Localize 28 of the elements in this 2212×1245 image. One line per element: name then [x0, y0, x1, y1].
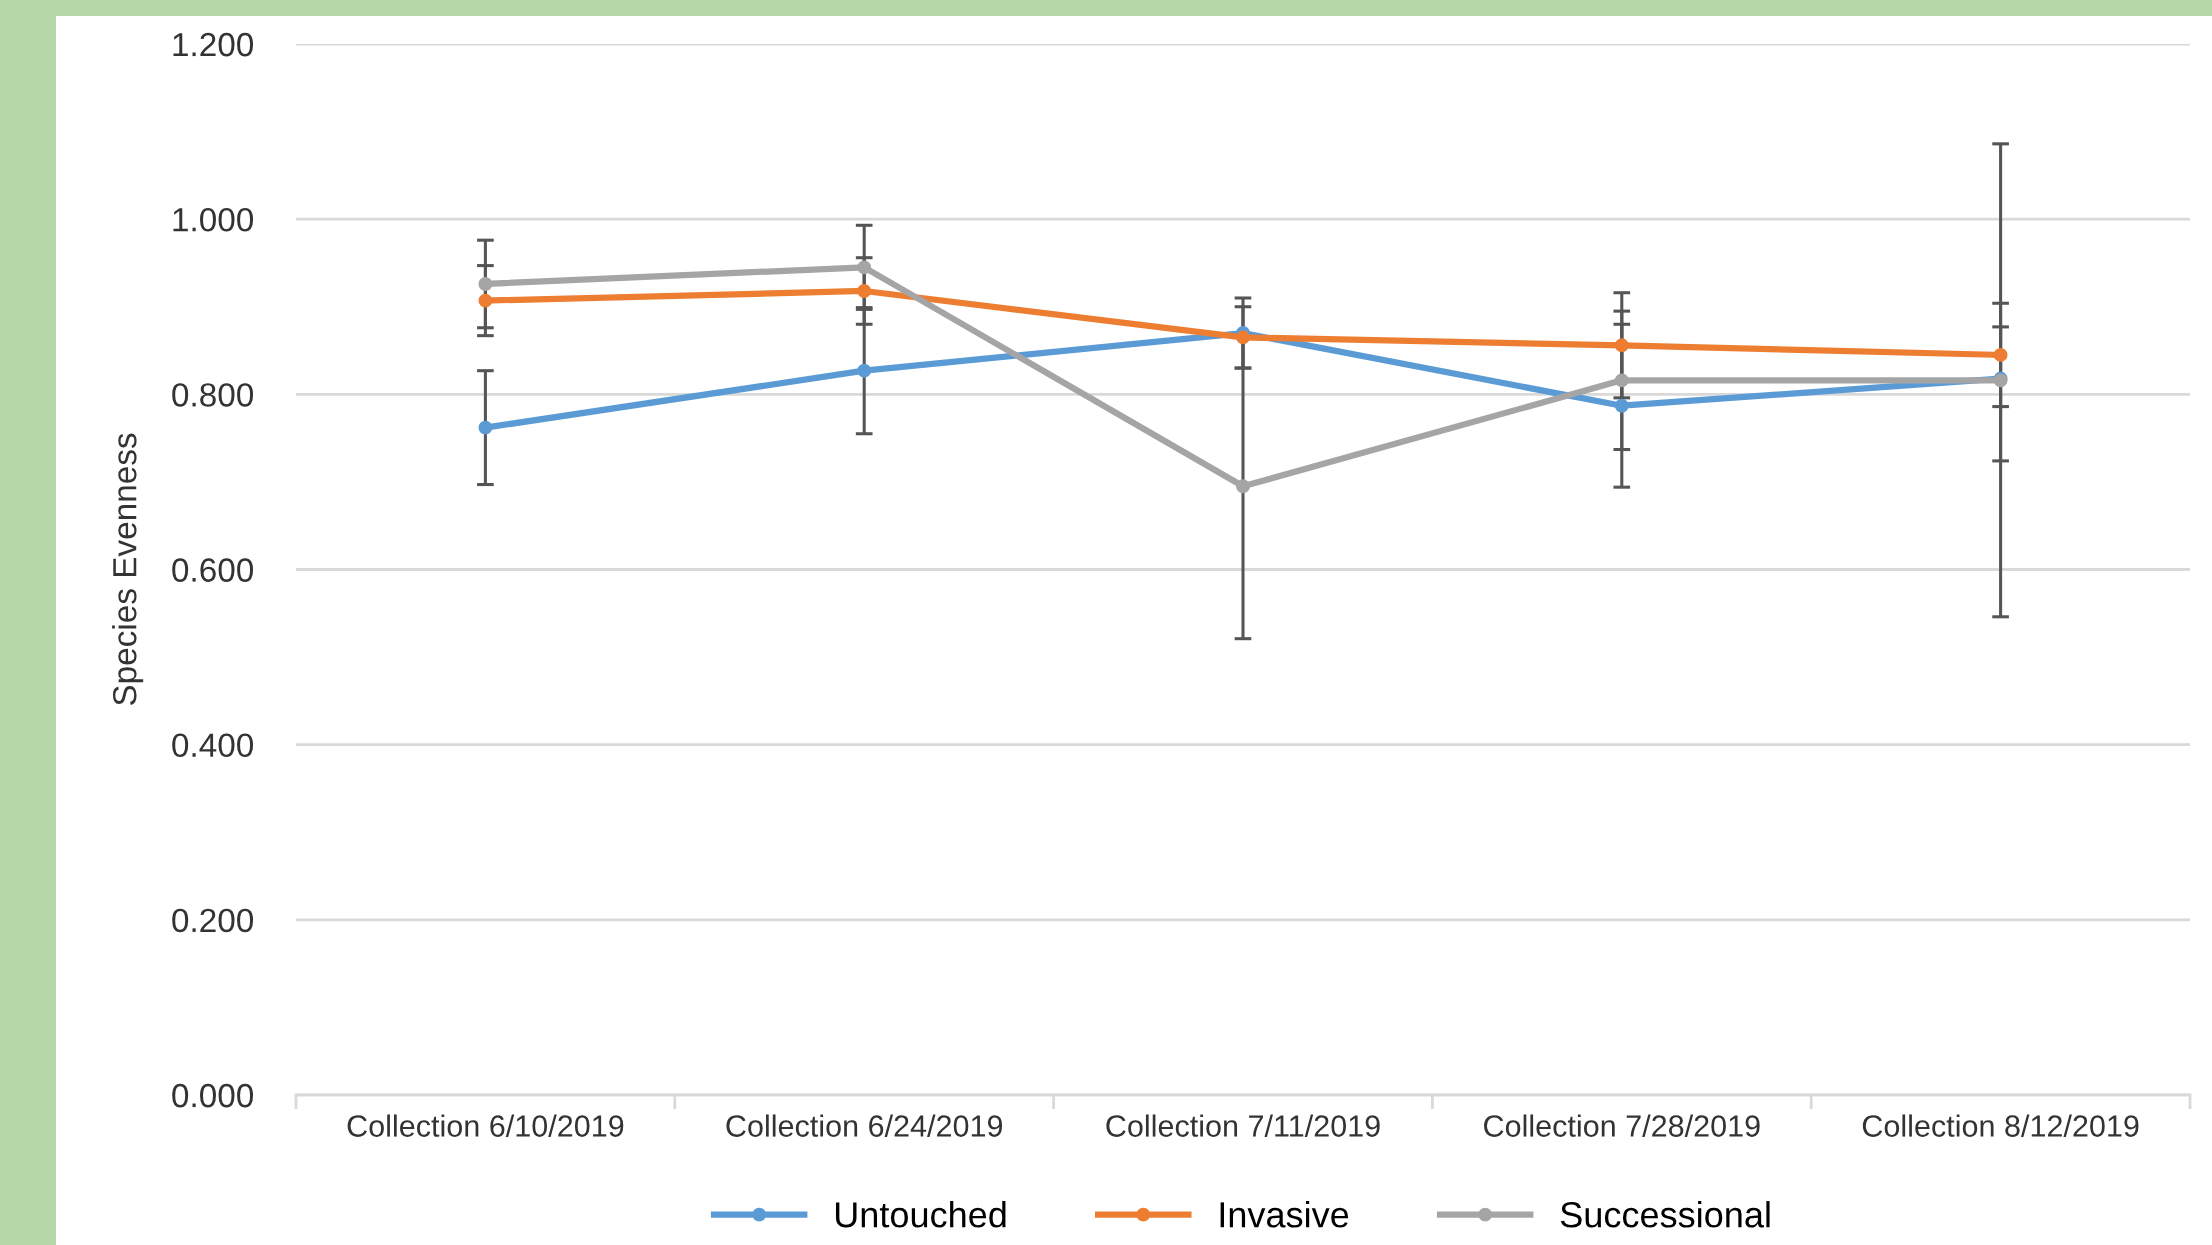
y-tick-label: 0.800: [172, 383, 254, 407]
x-tick-label: Collection 7/28/2019: [1484, 1114, 1760, 1137]
point: [478, 420, 493, 435]
y-tick-label: 0.200: [172, 908, 254, 933]
legend-label: Invasive: [1220, 1201, 1349, 1228]
point: [478, 277, 493, 291]
legend-label: Untouched: [835, 1201, 1006, 1228]
point: [857, 363, 872, 378]
legend-label: Successional: [1560, 1201, 1770, 1228]
y-tick-label: 0.400: [172, 733, 254, 758]
point: [1614, 373, 1629, 388]
point: [857, 284, 872, 298]
x-tick-label: Collection 6/10/2019: [347, 1114, 624, 1137]
y-tick-label: 0.600: [172, 558, 254, 582]
point: [1614, 398, 1629, 413]
point: [1993, 347, 2008, 362]
point: [857, 260, 872, 275]
x-tick-label: Collection 7/11/2019: [1106, 1114, 1380, 1137]
point: [478, 293, 493, 308]
point: [1236, 330, 1250, 345]
point: [1236, 479, 1250, 494]
x-tick-label: Collection 6/24/2019: [726, 1114, 1003, 1137]
y-tick-label: 1.000: [173, 207, 254, 232]
y-tick-label: 1.200: [173, 32, 254, 57]
y-tick-label: 0.000: [172, 1083, 254, 1108]
x-tick-label: Collection 8/12/2019: [1862, 1114, 2139, 1137]
point: [1614, 338, 1629, 353]
y-axis-title: Species Evenness: [112, 433, 144, 706]
